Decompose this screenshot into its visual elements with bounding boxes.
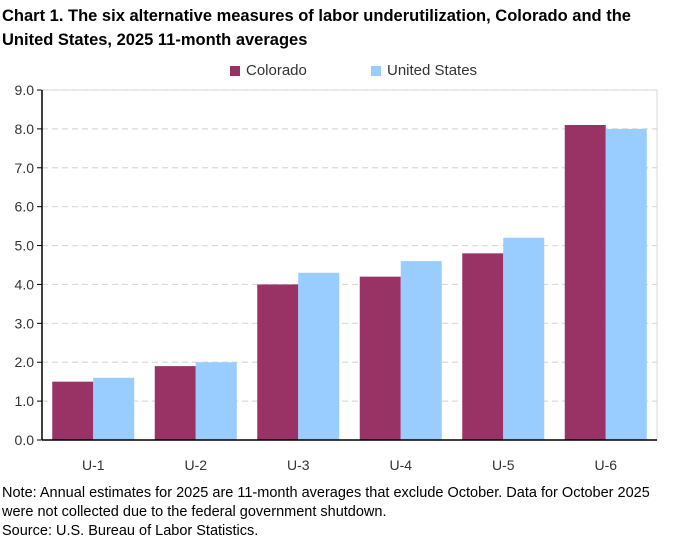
y-tick-label: 9.0 bbox=[15, 82, 35, 98]
bar-colorado-U-2 bbox=[154, 366, 196, 440]
y-tick-label: 1.0 bbox=[15, 393, 35, 409]
x-tick-label: U-5 bbox=[492, 457, 515, 473]
y-tick-label: 7.0 bbox=[15, 160, 35, 176]
y-tick-label: 5.0 bbox=[15, 238, 35, 254]
x-tick-label: U-2 bbox=[184, 457, 207, 473]
bar-united-states-U-3 bbox=[298, 272, 340, 440]
footnote: Note: Annual estimates for 2025 are 11-m… bbox=[2, 484, 674, 541]
legend-label-us: United States bbox=[387, 62, 478, 79]
note-text: Note: Annual estimates for 2025 are 11-m… bbox=[2, 485, 650, 520]
y-tick-label: 6.0 bbox=[15, 199, 35, 215]
bar-united-states-U-1 bbox=[93, 377, 135, 440]
x-tick-label: U-3 bbox=[287, 457, 310, 473]
bar-united-states-U-6 bbox=[605, 128, 647, 440]
legend-item-colorado: Colorado bbox=[230, 62, 307, 79]
y-tick-label: 0.0 bbox=[15, 432, 35, 448]
legend-item-us: United States bbox=[371, 62, 477, 79]
x-tick-label: U-4 bbox=[389, 457, 412, 473]
legend-swatch-colorado bbox=[230, 65, 240, 76]
legend-swatch-us bbox=[371, 65, 381, 76]
chart-title: Chart 1. The six alternative measures of… bbox=[2, 7, 631, 49]
bar-colorado-U-4 bbox=[359, 276, 401, 440]
y-tick-label: 2.0 bbox=[15, 354, 35, 370]
bar-united-states-U-2 bbox=[195, 362, 237, 440]
bar-colorado-U-6 bbox=[564, 125, 606, 440]
legend-label-colorado: Colorado bbox=[246, 62, 307, 79]
bar-united-states-U-5 bbox=[503, 237, 545, 440]
y-tick-label: 3.0 bbox=[15, 315, 35, 331]
x-tick-label: U-6 bbox=[594, 457, 617, 473]
y-tick-label: 8.0 bbox=[15, 121, 35, 137]
bar-colorado-U-5 bbox=[462, 253, 504, 440]
source-text: Source: U.S. Bureau of Labor Statistics. bbox=[2, 523, 259, 539]
y-tick-label: 4.0 bbox=[15, 276, 35, 292]
bar-colorado-U-1 bbox=[52, 381, 94, 440]
x-tick-label: U-1 bbox=[82, 457, 105, 473]
bar-united-states-U-4 bbox=[400, 261, 442, 440]
bar-colorado-U-3 bbox=[257, 284, 299, 440]
